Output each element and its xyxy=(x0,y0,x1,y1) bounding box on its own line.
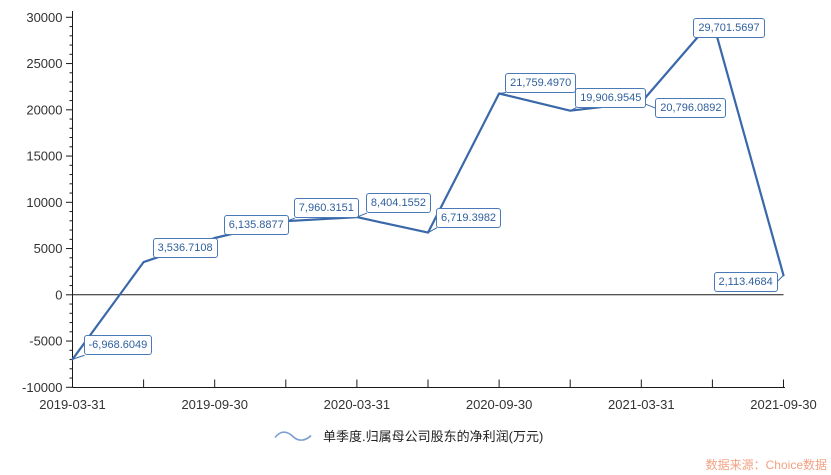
label-leader-line xyxy=(499,92,507,95)
label-leader-line xyxy=(143,257,154,263)
label-leader-line xyxy=(569,107,577,112)
x-axis-tick-label: 2020-09-30 xyxy=(466,397,533,412)
legend-item[interactable]: 单季度.归属母公司股东的净利润(万元) xyxy=(274,426,543,445)
x-axis-tick-label: 2021-09-30 xyxy=(750,397,817,412)
y-axis-tick-label: -5000 xyxy=(29,334,62,349)
x-axis-tick-label: 2019-03-31 xyxy=(39,397,106,412)
y-axis-tick-label: 15000 xyxy=(26,149,62,164)
label-leader-line xyxy=(641,101,657,109)
legend-label: 单季度.归属母公司股东的净利润(万元) xyxy=(323,429,544,444)
label-leader-line xyxy=(427,227,438,234)
label-leader-line xyxy=(776,274,784,283)
label-leader-line xyxy=(214,234,225,239)
y-axis-tick-label: 10000 xyxy=(26,195,62,210)
y-axis-tick-label: 5000 xyxy=(34,241,63,256)
x-axis-tick-label: 2020-03-31 xyxy=(324,397,391,412)
y-axis-tick-label: 0 xyxy=(55,287,62,302)
x-axis-tick-label: 2021-03-31 xyxy=(608,397,675,412)
y-axis-tick-label: 25000 xyxy=(26,56,62,71)
line-series-icon xyxy=(274,430,312,441)
data-source-watermark: 数据来源：Choice数据 xyxy=(705,458,827,472)
label-leader-line xyxy=(712,19,764,29)
y-axis-tick-label: 20000 xyxy=(26,102,62,117)
label-leader-line xyxy=(72,354,85,360)
y-axis-tick-label: -10000 xyxy=(22,380,62,395)
y-axis-tick-label: 30000 xyxy=(26,10,62,25)
x-axis-tick-label: 2019-09-30 xyxy=(181,397,248,412)
series-line[interactable] xyxy=(71,19,785,361)
label-leader-line xyxy=(356,212,368,218)
